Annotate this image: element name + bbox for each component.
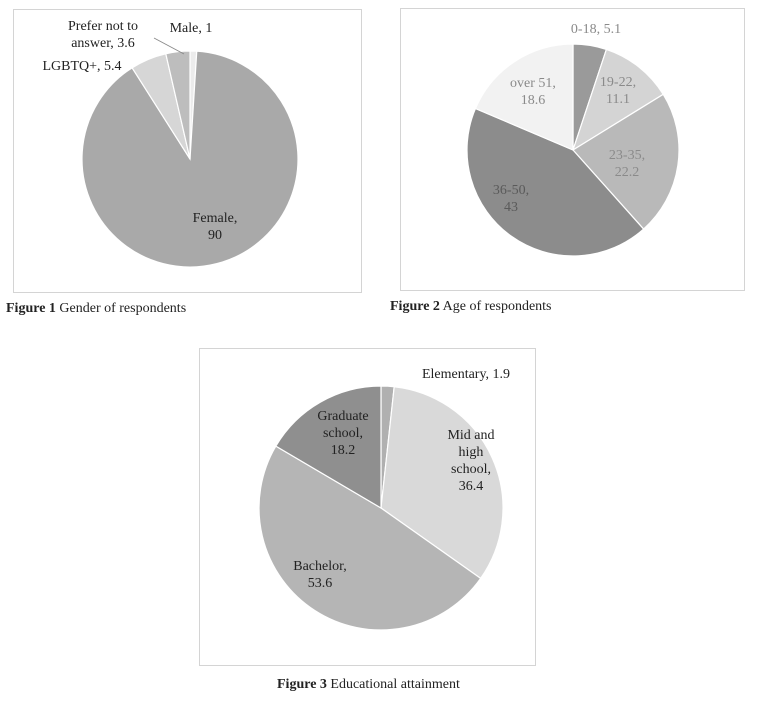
- pie-slice-23-35: [572, 93, 680, 230]
- pie-slice-prefer-not-to-answer: [165, 50, 191, 160]
- slice-label-36-50: 36-50, 43: [493, 183, 529, 215]
- pie-slice-graduate-school: [275, 385, 382, 510]
- slice-label-male: Male, 1: [170, 21, 213, 36]
- leader-line-prefer-not: [153, 37, 185, 55]
- figure-2-caption: Figure 2 Age of respondents: [390, 299, 552, 315]
- slice-label-mid-and-high-school: Mid and high school, 36.4: [447, 428, 494, 494]
- slice-label-over-51: over 51, 18.6: [510, 76, 556, 108]
- slice-label-prefer-not-to-answer: Prefer not to answer, 3.6: [68, 19, 138, 51]
- figure-2-caption-number: Figure 2: [390, 299, 440, 314]
- figure-3-caption-text: Educational attainment: [326, 677, 460, 692]
- slice-label-bachelor: Bachelor, 53.6: [293, 559, 346, 591]
- slice-label-graduate-school: Graduate school, 18.2: [317, 409, 368, 458]
- slice-label-lgbtq: LGBTQ+, 5.4: [42, 59, 121, 74]
- pie-slice-19-22: [571, 48, 665, 152]
- education-pie-chart: Elementary, 1.9 Mid and high school, 36.4 Bac…: [258, 367, 510, 631]
- pie-slice-bachelor: [258, 445, 482, 631]
- pie-slice-mid-and-high-school: [380, 386, 504, 580]
- pie-slice-36-50: [466, 107, 645, 257]
- slice-label-elementary: Elementary, 1.9: [422, 367, 510, 382]
- age-pie-chart: 0-18, 5.1 19-22, 11.1 23-35, 22.2 36-50, 43 ove…: [466, 22, 680, 257]
- gender-chart-frame: Female, 90 LGBTQ+, 5.4 Prefer not to answer,…: [13, 9, 362, 293]
- figure-1-caption: Figure 1 Gender of respondents: [6, 301, 186, 317]
- figure-2-caption-text: Age of respondents: [439, 299, 552, 314]
- slice-label-23-35: 23-35, 22.2: [609, 148, 645, 180]
- gender-pie-chart: Female, 90 LGBTQ+, 5.4 Prefer not to answer,…: [42, 19, 299, 268]
- slice-label-19-22: 19-22, 11.1: [600, 75, 636, 107]
- slice-label-female: Female, 90: [193, 211, 238, 243]
- figure-3-caption: Figure 3 Educational attainment: [277, 677, 460, 693]
- figure-3-caption-number: Figure 3: [277, 677, 327, 692]
- pie-slice-over-51: [474, 43, 574, 151]
- figure-1-caption-number: Figure 1: [6, 301, 56, 316]
- age-chart-frame: 0-18, 5.1 19-22, 11.1 23-35, 22.2 36-50, 43 ove…: [400, 8, 745, 291]
- education-chart-frame: Elementary, 1.9 Mid and high school, 36.4 Bac…: [199, 348, 536, 666]
- slice-label-0-18: 0-18, 5.1: [571, 22, 621, 37]
- figure-1-caption-text: Gender of respondents: [55, 301, 187, 316]
